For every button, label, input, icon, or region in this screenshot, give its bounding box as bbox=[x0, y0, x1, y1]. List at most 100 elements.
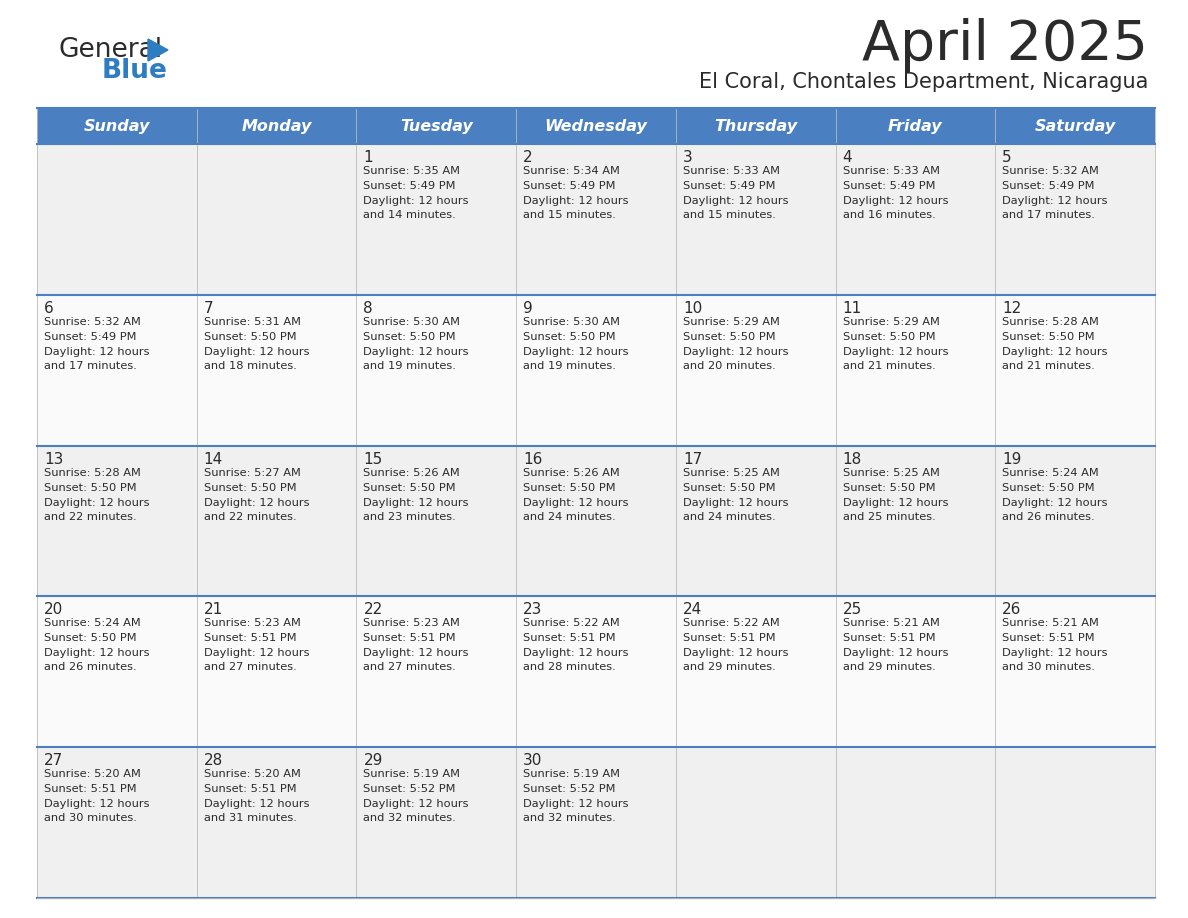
Text: Sunset: 5:52 PM: Sunset: 5:52 PM bbox=[523, 784, 615, 794]
Bar bbox=[197, 295, 356, 445]
Text: Sunset: 5:51 PM: Sunset: 5:51 PM bbox=[44, 784, 137, 794]
Text: and 24 minutes.: and 24 minutes. bbox=[523, 511, 615, 521]
Text: and 21 minutes.: and 21 minutes. bbox=[842, 361, 935, 371]
Bar bbox=[356, 747, 516, 898]
Text: Daylight: 12 hours: Daylight: 12 hours bbox=[1003, 196, 1107, 206]
Text: Daylight: 12 hours: Daylight: 12 hours bbox=[1003, 347, 1107, 357]
Text: and 31 minutes.: and 31 minutes. bbox=[203, 813, 297, 823]
Text: and 32 minutes.: and 32 minutes. bbox=[364, 813, 456, 823]
Bar bbox=[835, 747, 996, 898]
Bar bbox=[197, 445, 356, 597]
Text: Sunset: 5:51 PM: Sunset: 5:51 PM bbox=[203, 784, 296, 794]
Text: Sunset: 5:50 PM: Sunset: 5:50 PM bbox=[44, 483, 137, 493]
Text: Sunrise: 5:27 AM: Sunrise: 5:27 AM bbox=[203, 467, 301, 477]
Text: Tuesday: Tuesday bbox=[400, 118, 473, 133]
Text: Sunset: 5:49 PM: Sunset: 5:49 PM bbox=[683, 181, 776, 191]
Text: Sunset: 5:49 PM: Sunset: 5:49 PM bbox=[523, 181, 615, 191]
Text: Sunset: 5:50 PM: Sunset: 5:50 PM bbox=[523, 483, 615, 493]
Text: Monday: Monday bbox=[241, 118, 311, 133]
Text: Daylight: 12 hours: Daylight: 12 hours bbox=[842, 498, 948, 508]
Text: 15: 15 bbox=[364, 452, 383, 466]
Text: Sunrise: 5:34 AM: Sunrise: 5:34 AM bbox=[523, 166, 620, 176]
Bar bbox=[835, 144, 996, 295]
Text: Sunset: 5:50 PM: Sunset: 5:50 PM bbox=[364, 483, 456, 493]
Text: 12: 12 bbox=[1003, 301, 1022, 316]
Text: 7: 7 bbox=[203, 301, 214, 316]
Text: 18: 18 bbox=[842, 452, 861, 466]
Bar bbox=[356, 144, 516, 295]
Bar bbox=[516, 144, 676, 295]
Text: Daylight: 12 hours: Daylight: 12 hours bbox=[44, 347, 150, 357]
Bar bbox=[37, 295, 197, 445]
Text: April 2025: April 2025 bbox=[862, 18, 1148, 72]
Text: Daylight: 12 hours: Daylight: 12 hours bbox=[203, 648, 309, 658]
Text: Sunset: 5:51 PM: Sunset: 5:51 PM bbox=[364, 633, 456, 644]
Text: Sunrise: 5:25 AM: Sunrise: 5:25 AM bbox=[842, 467, 940, 477]
Text: 2: 2 bbox=[523, 150, 532, 165]
Bar bbox=[516, 445, 676, 597]
Text: and 24 minutes.: and 24 minutes. bbox=[683, 511, 776, 521]
Bar bbox=[676, 144, 835, 295]
Text: 13: 13 bbox=[44, 452, 63, 466]
Text: Sunset: 5:51 PM: Sunset: 5:51 PM bbox=[683, 633, 776, 644]
Text: Daylight: 12 hours: Daylight: 12 hours bbox=[683, 648, 789, 658]
Text: Sunrise: 5:30 AM: Sunrise: 5:30 AM bbox=[364, 317, 461, 327]
Text: and 29 minutes.: and 29 minutes. bbox=[683, 663, 776, 672]
Bar bbox=[835, 445, 996, 597]
Text: and 30 minutes.: and 30 minutes. bbox=[1003, 663, 1095, 672]
Bar bbox=[37, 108, 1155, 144]
Text: Sunset: 5:50 PM: Sunset: 5:50 PM bbox=[1003, 331, 1095, 341]
Bar bbox=[37, 144, 197, 295]
Bar bbox=[996, 144, 1155, 295]
Text: and 18 minutes.: and 18 minutes. bbox=[203, 361, 297, 371]
Text: and 28 minutes.: and 28 minutes. bbox=[523, 663, 615, 672]
Bar bbox=[996, 445, 1155, 597]
Text: Daylight: 12 hours: Daylight: 12 hours bbox=[523, 196, 628, 206]
Text: Daylight: 12 hours: Daylight: 12 hours bbox=[44, 648, 150, 658]
Text: Daylight: 12 hours: Daylight: 12 hours bbox=[44, 800, 150, 809]
Text: Sunrise: 5:22 AM: Sunrise: 5:22 AM bbox=[523, 619, 620, 629]
Text: 30: 30 bbox=[523, 753, 543, 768]
Text: Sunrise: 5:24 AM: Sunrise: 5:24 AM bbox=[1003, 467, 1099, 477]
Text: Blue: Blue bbox=[102, 58, 168, 84]
Text: Sunset: 5:51 PM: Sunset: 5:51 PM bbox=[203, 633, 296, 644]
Text: Wednesday: Wednesday bbox=[544, 118, 647, 133]
Text: Daylight: 12 hours: Daylight: 12 hours bbox=[1003, 648, 1107, 658]
Text: Saturday: Saturday bbox=[1035, 118, 1116, 133]
Text: 27: 27 bbox=[44, 753, 63, 768]
Text: 23: 23 bbox=[523, 602, 543, 618]
Text: Daylight: 12 hours: Daylight: 12 hours bbox=[44, 498, 150, 508]
Text: Sunrise: 5:31 AM: Sunrise: 5:31 AM bbox=[203, 317, 301, 327]
Bar bbox=[676, 747, 835, 898]
Text: Sunset: 5:50 PM: Sunset: 5:50 PM bbox=[364, 331, 456, 341]
Text: Daylight: 12 hours: Daylight: 12 hours bbox=[683, 347, 789, 357]
Text: Daylight: 12 hours: Daylight: 12 hours bbox=[203, 347, 309, 357]
Text: 24: 24 bbox=[683, 602, 702, 618]
Text: Sunset: 5:49 PM: Sunset: 5:49 PM bbox=[1003, 181, 1095, 191]
Text: and 19 minutes.: and 19 minutes. bbox=[523, 361, 617, 371]
Text: 28: 28 bbox=[203, 753, 223, 768]
Text: Daylight: 12 hours: Daylight: 12 hours bbox=[364, 347, 469, 357]
Bar bbox=[516, 295, 676, 445]
Text: Daylight: 12 hours: Daylight: 12 hours bbox=[364, 800, 469, 809]
Text: and 26 minutes.: and 26 minutes. bbox=[44, 663, 137, 672]
Text: 8: 8 bbox=[364, 301, 373, 316]
Text: and 23 minutes.: and 23 minutes. bbox=[364, 511, 456, 521]
Text: and 22 minutes.: and 22 minutes. bbox=[203, 511, 296, 521]
Text: 3: 3 bbox=[683, 150, 693, 165]
Text: Sunrise: 5:32 AM: Sunrise: 5:32 AM bbox=[44, 317, 141, 327]
Text: Sunset: 5:51 PM: Sunset: 5:51 PM bbox=[1003, 633, 1095, 644]
Text: Daylight: 12 hours: Daylight: 12 hours bbox=[842, 196, 948, 206]
Text: Sunrise: 5:20 AM: Sunrise: 5:20 AM bbox=[44, 769, 141, 779]
Bar bbox=[835, 597, 996, 747]
Bar bbox=[37, 747, 197, 898]
Text: and 25 minutes.: and 25 minutes. bbox=[842, 511, 935, 521]
Text: Sunset: 5:49 PM: Sunset: 5:49 PM bbox=[364, 181, 456, 191]
Bar bbox=[356, 295, 516, 445]
Text: 21: 21 bbox=[203, 602, 223, 618]
Text: Sunset: 5:50 PM: Sunset: 5:50 PM bbox=[523, 331, 615, 341]
Text: and 26 minutes.: and 26 minutes. bbox=[1003, 511, 1095, 521]
Text: Sunset: 5:51 PM: Sunset: 5:51 PM bbox=[842, 633, 935, 644]
Text: Daylight: 12 hours: Daylight: 12 hours bbox=[842, 347, 948, 357]
Bar bbox=[197, 144, 356, 295]
